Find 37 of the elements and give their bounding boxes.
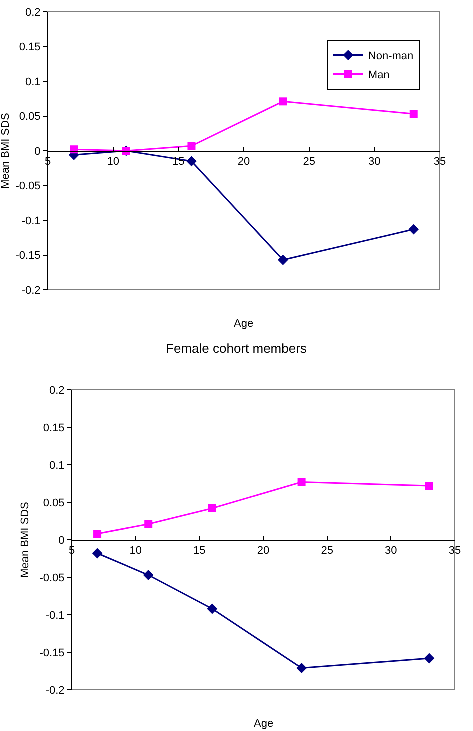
x-tick-label: 25 bbox=[303, 156, 316, 168]
y-axis-title: Mean BMI SDS bbox=[19, 502, 32, 578]
y-tick-label: 0.15 bbox=[19, 42, 41, 54]
x-tick-label: 10 bbox=[107, 156, 120, 168]
y-tick-label: 0.15 bbox=[43, 422, 65, 434]
x-tick-label: 30 bbox=[385, 545, 398, 558]
x-tick-label: 15 bbox=[194, 545, 206, 558]
x-axis-title: Age bbox=[234, 318, 254, 330]
x-tick-label: 35 bbox=[448, 545, 462, 558]
legend-label: Man bbox=[368, 70, 390, 82]
y-tick-label: 0 bbox=[58, 534, 65, 547]
x-tick-label: 10 bbox=[130, 545, 142, 558]
x-tick-label: 25 bbox=[321, 545, 334, 558]
y-tick-label: -0.1 bbox=[22, 215, 41, 228]
y-tick-label: 0.1 bbox=[50, 460, 65, 472]
x-tick-label: 35 bbox=[434, 156, 446, 168]
y-tick-label: -0.15 bbox=[16, 250, 41, 262]
y-tick-label: 0.05 bbox=[19, 111, 41, 124]
y-tick-label: 0.2 bbox=[26, 6, 41, 19]
x-tick-label: 30 bbox=[368, 156, 381, 168]
y-tick-label: -0.2 bbox=[46, 684, 65, 697]
legend-label: Non-man bbox=[368, 50, 414, 63]
y-tick-label: 0 bbox=[34, 146, 41, 158]
y-tick-label: 0.05 bbox=[43, 497, 65, 510]
y-tick-label: 0.1 bbox=[26, 76, 41, 88]
x-tick-label: 20 bbox=[238, 156, 250, 168]
y-tick-label: -0.2 bbox=[22, 284, 41, 297]
x-tick-label: 20 bbox=[257, 545, 270, 558]
x-axis-title: Age bbox=[254, 718, 274, 730]
y-axis-title: Mean BMI SDS bbox=[0, 113, 12, 189]
y-tick-label: -0.05 bbox=[16, 180, 41, 193]
chart-title: Female cohort members bbox=[166, 341, 308, 356]
y-tick-label: -0.15 bbox=[40, 647, 65, 660]
y-tick-label: -0.1 bbox=[46, 610, 65, 622]
y-tick-label: -0.05 bbox=[40, 572, 65, 584]
y-tick-label: 0.2 bbox=[50, 384, 65, 397]
x-tick-label: 15 bbox=[172, 156, 185, 168]
